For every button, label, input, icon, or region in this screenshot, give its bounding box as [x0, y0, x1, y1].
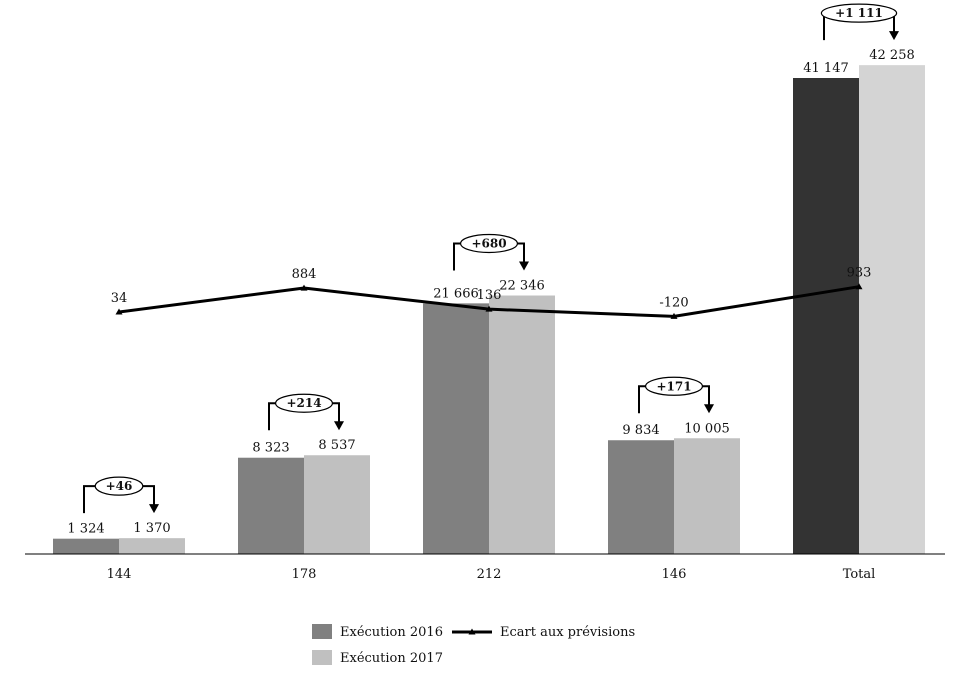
x-tick-label: 178 [292, 567, 317, 582]
ecart-value-label: 34 [111, 291, 128, 306]
value-label-exec2017: 1 370 [133, 521, 170, 536]
value-label-exec2017: 8 537 [318, 438, 355, 453]
difference-arrowhead [519, 261, 529, 271]
bar-exec2016-total [793, 78, 859, 554]
difference-badge-text: +1 111 [835, 6, 883, 20]
bar-exec2017-146 [674, 438, 740, 554]
value-label-exec2017: 10 005 [684, 421, 730, 436]
legend-label-exec2016: Exécution 2016 [340, 625, 443, 640]
difference-badge [820, 3, 898, 23]
difference-badge-text: +46 [106, 479, 133, 493]
x-tick-label: 212 [477, 567, 502, 582]
difference-badge-text: +171 [656, 379, 691, 393]
x-tick-label: 144 [107, 567, 132, 582]
legend-swatch-exec2017 [312, 650, 332, 665]
difference-arrowhead [334, 421, 344, 431]
ecart-point [300, 284, 308, 291]
labels-layer: 1 324 1 370 8 323 8 537 21 666 22 346 9 834 10 … [67, 48, 914, 537]
difference-badge [94, 476, 144, 496]
bar-exec2017-total [859, 65, 925, 555]
value-label-exec2017: 42 258 [869, 48, 915, 63]
difference-arrowhead [149, 504, 159, 514]
ecart-value-label: 136 [477, 288, 502, 303]
ecart-point [670, 312, 678, 319]
bar-exec2016-144 [53, 538, 119, 554]
difference-badge-text: +214 [286, 396, 321, 410]
value-label-exec2016: 9 834 [622, 423, 659, 438]
difference-badge-text: +680 [471, 236, 506, 250]
ecart-value-label: -120 [659, 295, 688, 310]
bars-layer [53, 65, 925, 555]
difference-badges: +46 +214 +680 +171 +1 111 [83, 3, 899, 514]
bar-exec2017-178 [304, 455, 370, 554]
legend: Exécution 2016 Exécution 2017 Ecart aux … [312, 624, 635, 666]
bar-exec2016-146 [608, 440, 674, 554]
value-label-exec2016: 8 323 [252, 441, 289, 456]
legend-label-exec2017: Exécution 2017 [340, 651, 443, 666]
ecart-value-label: 933 [847, 266, 872, 281]
difference-badge [275, 393, 334, 413]
bar-exec2016-178 [238, 457, 304, 554]
ecart-value-label: 884 [292, 267, 317, 282]
bar-exec2016-212 [423, 303, 489, 554]
ecart-point [485, 305, 493, 312]
bar-exec2017-212 [489, 295, 555, 554]
value-label-exec2016: 1 324 [67, 522, 104, 537]
legend-label-ecart: Ecart aux prévisions [500, 625, 635, 640]
x-tick-label: 146 [662, 567, 687, 582]
value-label-exec2016: 41 147 [803, 61, 849, 76]
legend-marker-ecart [468, 628, 476, 635]
difference-badge [460, 233, 519, 254]
difference-arrowhead [704, 404, 714, 414]
difference-arrowhead [889, 31, 899, 41]
ecart-point [115, 308, 123, 315]
bar-exec2017-144 [119, 538, 185, 554]
x-tick-label: Total [843, 567, 876, 582]
value-label-exec2017: 22 346 [499, 278, 545, 293]
ecart-line-layer: 34 884 136 -120 933 [111, 266, 872, 319]
difference-badge [644, 376, 703, 396]
legend-swatch-exec2016 [312, 624, 332, 639]
x-axis: 144 178 212 146 Total [25, 553, 945, 582]
ecart-point [855, 283, 863, 290]
value-label-exec2016: 21 666 [433, 286, 479, 301]
